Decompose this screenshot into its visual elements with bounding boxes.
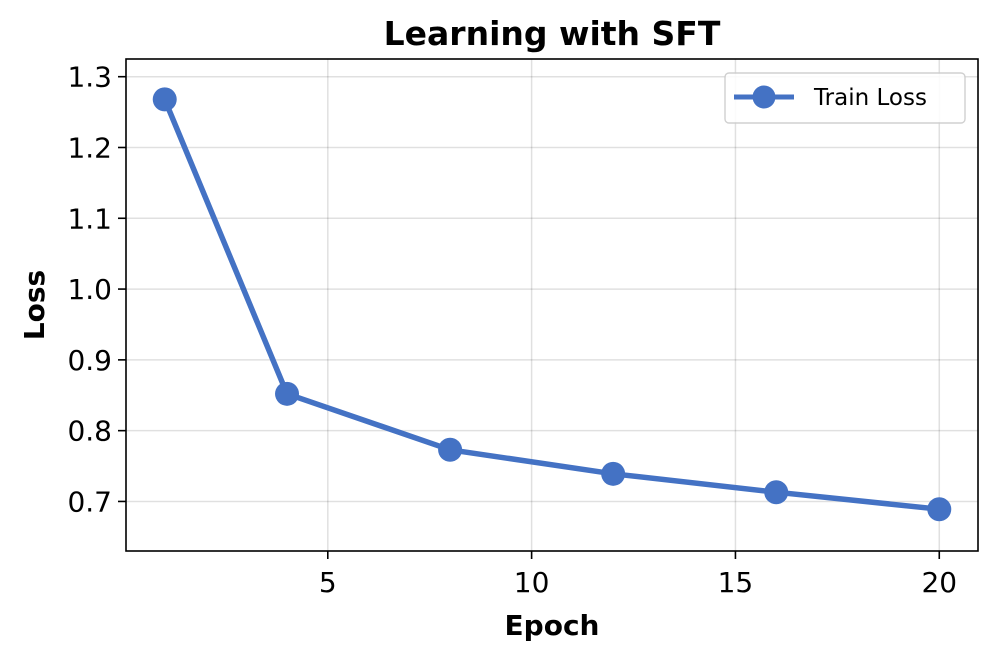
legend: Train Loss	[724, 72, 966, 124]
y-tick-label: 0.7	[67, 485, 112, 518]
x-axis: 5 10 15 20	[319, 551, 957, 599]
data-point	[438, 437, 463, 462]
legend-marker-swatch	[752, 85, 776, 109]
x-tick-label: 15	[718, 566, 754, 599]
x-tick-label: 20	[921, 566, 957, 599]
y-tick-label: 1.3	[67, 61, 112, 94]
y-axis-label: Loss	[18, 270, 51, 340]
series-layer	[152, 87, 952, 522]
y-tick-label: 0.9	[67, 344, 112, 377]
grid	[126, 59, 978, 551]
x-tick-label: 5	[319, 566, 337, 599]
chart-title: Learning with SFT	[384, 14, 721, 53]
data-point	[927, 497, 952, 522]
y-tick-label: 1.1	[67, 202, 112, 235]
y-tick-label: 1.0	[67, 273, 112, 306]
data-point	[601, 461, 626, 486]
y-tick-label: 0.8	[67, 415, 112, 448]
data-point	[275, 381, 300, 406]
x-tick-label: 10	[514, 566, 550, 599]
y-axis: 0.7 0.8 0.9 1.0 1.1 1.2 1.3	[67, 61, 126, 518]
data-point	[764, 480, 789, 505]
data-point	[152, 87, 177, 112]
plot-frame	[125, 58, 979, 552]
legend-label-train-loss: Train Loss	[813, 85, 927, 111]
x-axis-label: Epoch	[505, 609, 600, 642]
legend-box	[724, 72, 966, 124]
series-line-train-loss	[161, 96, 943, 512]
y-tick-label: 1.2	[67, 131, 112, 164]
